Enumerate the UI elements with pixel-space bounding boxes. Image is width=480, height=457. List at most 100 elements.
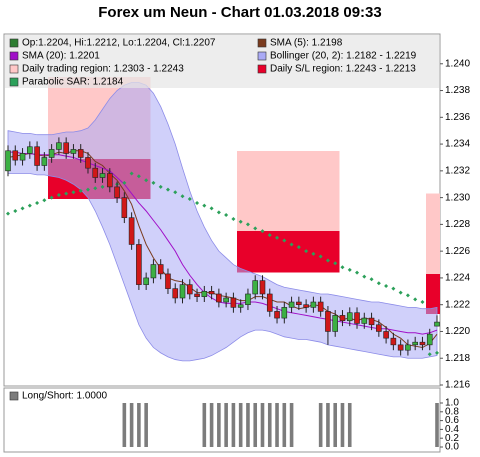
region [287,150,296,273]
sar-dot [151,180,156,185]
y-tick-label: 0.2 [445,433,459,444]
legend-label: Daily S/L region: 1.2243 - 1.2213 [270,64,416,75]
sar-dot [122,180,127,185]
candle-body [383,331,389,339]
bar [209,403,214,447]
region [251,150,260,273]
candle-body [426,333,433,346]
candle-body [288,301,295,308]
candle-body [339,315,346,322]
sar-dot [129,171,134,176]
candle-body [63,142,69,154]
region [47,158,56,199]
candle-body [274,311,280,319]
bar [253,403,258,447]
sar-dot [202,203,207,208]
legend-label: Bollinger (20, 2): 1.2182 - 1.2219 [270,51,417,62]
region [433,193,440,274]
candle-body [150,264,157,279]
sar-dot [64,191,69,196]
y-tick-label: 0.4 [445,424,459,435]
candle-body [143,277,149,285]
sar-dot [49,195,54,200]
bar [224,403,228,447]
sar-dot [216,210,221,215]
bar [340,403,345,447]
bar [137,403,141,447]
region [331,231,340,273]
sar-dot [165,187,170,192]
legend-swatch [9,391,19,401]
bar [144,403,148,447]
bar [326,403,330,447]
bar [231,403,236,447]
sar-dot [136,174,141,179]
sma-line [8,151,438,335]
candle-body [303,304,309,308]
candle-body [259,280,266,295]
legend-box [5,35,439,88]
bar [275,403,279,447]
sar-dot [35,200,40,205]
legend-label: SMA (20): 1.2201 [22,51,100,62]
candle-body [56,142,62,150]
region [237,150,245,273]
sar-dot [362,274,367,279]
sar-dot [209,206,214,211]
y-tick-label: 1.238 [445,85,470,96]
legend-label: Op:1.2204, Hi:1.2212, Lo:1.2204, Cl:1.22… [22,38,216,49]
region [55,158,64,199]
candle-body [346,312,353,322]
bar [435,403,439,447]
candle-body [376,324,382,332]
legend-label: SMA (5): 1.2198 [270,38,343,49]
candle-body [216,293,222,303]
sar-dot [42,198,47,203]
bar [238,403,243,447]
region [309,150,318,273]
sar-dot [275,235,280,240]
sar-dot [384,283,389,288]
chart-title: Forex um Neun - Chart 01.03.2018 09:33 [98,4,381,21]
sar-dot [20,206,25,211]
bar [260,403,265,447]
sar-dot [435,350,439,355]
legend-swatch [257,64,267,74]
candle-body [405,344,411,351]
sar-dot [311,251,316,256]
sar-dot [318,254,323,259]
sar-dot [296,245,301,250]
bar [129,403,134,447]
bar [202,403,207,447]
region [426,193,434,274]
panel-frame [3,387,441,453]
y-tick-label: 1.240 [445,58,470,69]
candle-body [296,301,302,305]
candle-body [281,307,288,319]
candle-body [48,149,55,158]
sar-dot [100,184,105,189]
bar [347,403,352,447]
sar-dot [376,281,381,286]
candle-body [419,341,426,346]
region [317,150,325,273]
region [324,150,333,273]
sar-dot [405,293,410,298]
candle-body [27,146,33,154]
region [317,231,325,273]
region [266,150,274,273]
y-tick-label: 1.216 [445,380,470,391]
candle-body [85,157,91,169]
candle-body [5,150,11,172]
region [433,273,440,315]
region [244,231,253,273]
legend-swatch [9,51,19,61]
candle-body [194,293,200,297]
candle-body [412,341,418,346]
y-tick-label: 0.0 [445,442,459,453]
y-tick-label: 0.8 [445,406,459,417]
candle-body [434,321,440,327]
candle-body [70,149,77,154]
sar-dot [420,300,425,305]
